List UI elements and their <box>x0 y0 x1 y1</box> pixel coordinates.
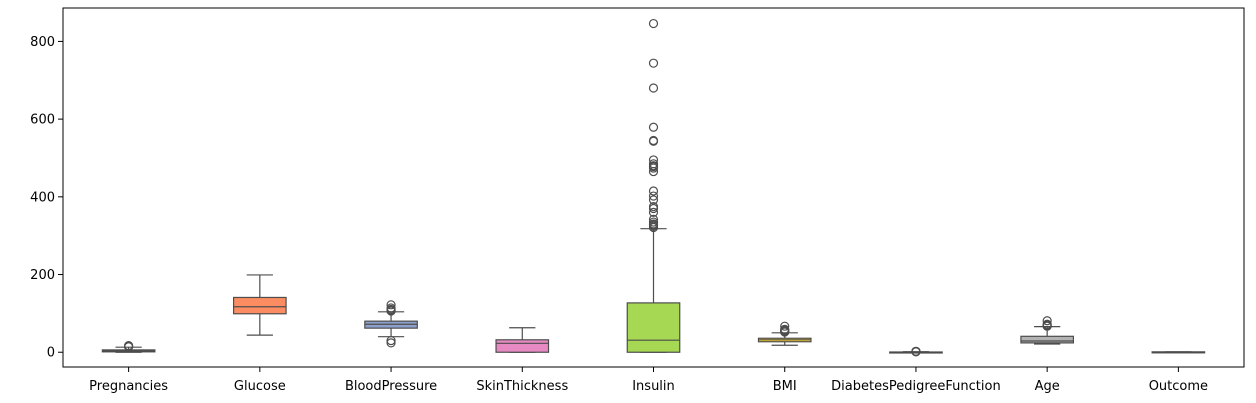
x-tick-label: Insulin <box>632 379 675 394</box>
y-tick-label: 400 <box>30 190 55 205</box>
box-glucose <box>232 274 287 336</box>
x-tick-label: DiabetesPedigreeFunction <box>831 379 1001 394</box>
iqr-box <box>232 296 287 315</box>
x-tick-label: BloodPressure <box>345 379 437 394</box>
x-tick-label: Outcome <box>1149 379 1208 394</box>
iqr-box <box>495 339 550 353</box>
outlier-point <box>648 201 659 212</box>
plot-boxes <box>101 18 1206 357</box>
x-tick-label: Glucose <box>234 379 286 394</box>
x-tick-label: Age <box>1035 379 1060 394</box>
box-bmi <box>757 321 812 346</box>
box-skinthickness <box>495 327 550 353</box>
outlier-point <box>780 321 790 331</box>
outlier-point <box>648 186 659 196</box>
x-axis: Pregnancies Glucose BloodPressure SkinThick… <box>89 367 1208 394</box>
outlier-point <box>386 300 396 310</box>
outlier-point <box>1042 316 1052 326</box>
outlier-point <box>648 159 659 169</box>
box-bloodpressure <box>364 300 418 348</box>
outlier-point <box>648 83 659 93</box>
outlier-point <box>648 195 659 205</box>
box-diabetespedigreefunction <box>889 346 943 357</box>
plot-frame <box>62 7 1245 368</box>
outlier-point <box>1042 319 1052 329</box>
box-outcome <box>1151 351 1206 354</box>
box-age <box>1020 316 1075 345</box>
y-axis: 0 200 400 600 800 <box>30 35 63 361</box>
iqr-box <box>1020 335 1075 344</box>
outlier-point <box>386 335 396 346</box>
outlier-point <box>648 207 659 217</box>
outlier-point <box>648 122 659 132</box>
x-tick-label: BMI <box>773 379 797 394</box>
iqr-box <box>626 302 681 353</box>
outlier-point <box>780 324 790 334</box>
x-tick-label: SkinThickness <box>476 379 568 394</box>
outlier-point <box>386 303 396 313</box>
outlier-point <box>648 135 659 146</box>
y-tick-label: 200 <box>30 268 55 283</box>
y-tick-label: 800 <box>30 35 55 50</box>
y-tick-label: 600 <box>30 113 55 128</box>
y-tick-label: 0 <box>47 346 55 361</box>
outlier-point <box>124 341 134 351</box>
outlier-point <box>648 217 659 227</box>
outlier-point <box>648 191 659 201</box>
outlier-point <box>648 58 659 68</box>
outlier-point <box>648 18 659 29</box>
outlier-point <box>911 346 921 356</box>
box-insulin <box>626 18 681 353</box>
box-pregnancies <box>101 341 156 353</box>
outlier-point <box>648 155 659 165</box>
outlier-point <box>648 214 659 224</box>
x-tick-label: Pregnancies <box>89 379 168 394</box>
outlier-point <box>386 338 396 348</box>
